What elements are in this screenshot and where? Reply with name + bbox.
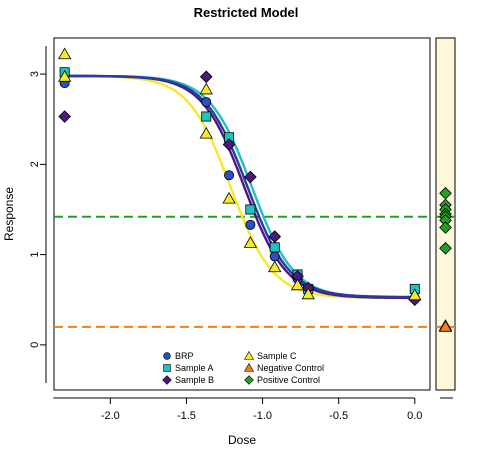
legend-item-sample-a: Sample A: [163, 363, 214, 373]
y-tick-label-0: 0: [29, 342, 41, 348]
data-points: [57, 47, 422, 307]
x-tick-label-1: -1.5: [177, 410, 196, 422]
legend-label-negative-control: Negative Control: [257, 363, 324, 373]
point-sample-b-3: [244, 170, 257, 184]
point-sample-c-9: [408, 288, 422, 301]
chart-title: Restricted Model: [194, 5, 299, 20]
y-tick-label-1: 1: [29, 252, 41, 258]
y-axis-title: Response: [2, 187, 16, 241]
point-positive-control-6: [439, 221, 452, 234]
point-sample-c-4: [222, 191, 236, 204]
legend-marker-sample-a: [163, 364, 171, 372]
reference-lines: [54, 215, 455, 328]
legend-label-brp: BRP: [175, 351, 194, 361]
legend: BRP Sample A Sample B Sample C Negative Cont…: [162, 350, 324, 385]
point-sample-c-5: [243, 236, 258, 248]
x-axis-title: Dose: [228, 433, 256, 447]
legend-marker-brp: [163, 352, 171, 360]
control-points: [438, 186, 453, 332]
legend-item-positive-control: Positive Control: [244, 375, 320, 385]
x-tick-label-4: 0.0: [407, 410, 422, 422]
point-sample-c-3: [199, 126, 213, 139]
x-tick-label-3: -0.5: [329, 410, 348, 422]
point-sample-a-1: [201, 111, 212, 122]
y-tick-label-3: 3: [29, 71, 41, 77]
curve-sample-c: [64, 74, 420, 300]
point-positive-control-7: [439, 241, 452, 255]
legend-marker-positive-control: [244, 375, 254, 385]
point-sample-c-7: [290, 278, 305, 291]
point-sample-c-0: [57, 47, 72, 60]
plot-frame: [53, 37, 431, 391]
point-sample-c-8: [301, 287, 315, 300]
point-brp-2: [224, 170, 235, 181]
point-brp-3: [245, 219, 256, 230]
legend-item-brp: BRP: [163, 351, 194, 361]
x-axis: -2.0 -1.5 -1.0 -0.5 0.0: [53, 397, 453, 422]
curve-brp: [64, 74, 420, 299]
legend-item-sample-c: Sample C: [243, 350, 297, 361]
point-sample-b-4: [268, 230, 282, 243]
legend-marker-sample-b: [162, 375, 172, 385]
legend-marker-sample-c: [243, 350, 255, 360]
y-axis: 0 1 2 3: [29, 46, 47, 383]
fitted-curves: [64, 74, 420, 300]
point-sample-a-4: [269, 242, 280, 253]
legend-label-sample-c: Sample C: [257, 351, 297, 361]
point-sample-c-6: [268, 260, 282, 273]
curve-sample-b: [64, 74, 420, 300]
point-sample-b-1: [199, 70, 213, 84]
point-sample-b-0: [58, 110, 71, 123]
curve-sample-a: [64, 74, 420, 300]
y-tick-label-2: 2: [29, 161, 41, 167]
point-sample-c-2: [199, 82, 213, 95]
x-tick-label-2: -1.0: [253, 410, 272, 422]
point-brp-4: [269, 251, 280, 262]
legend-label-sample-a: Sample A: [175, 363, 214, 373]
point-sample-a-3: [245, 204, 256, 215]
legend-label-sample-b: Sample B: [175, 375, 214, 385]
legend-marker-negative-control: [243, 362, 255, 372]
legend-item-negative-control: Negative Control: [243, 362, 324, 373]
point-brp-1: [201, 97, 212, 108]
x-tick-label-0: -2.0: [101, 410, 120, 422]
point-negative-control-1: [438, 320, 453, 332]
point-sample-c-1: [57, 70, 72, 82]
legend-item-sample-b: Sample B: [162, 375, 214, 385]
legend-label-positive-control: Positive Control: [257, 375, 320, 385]
point-sample-b-2: [222, 138, 236, 151]
